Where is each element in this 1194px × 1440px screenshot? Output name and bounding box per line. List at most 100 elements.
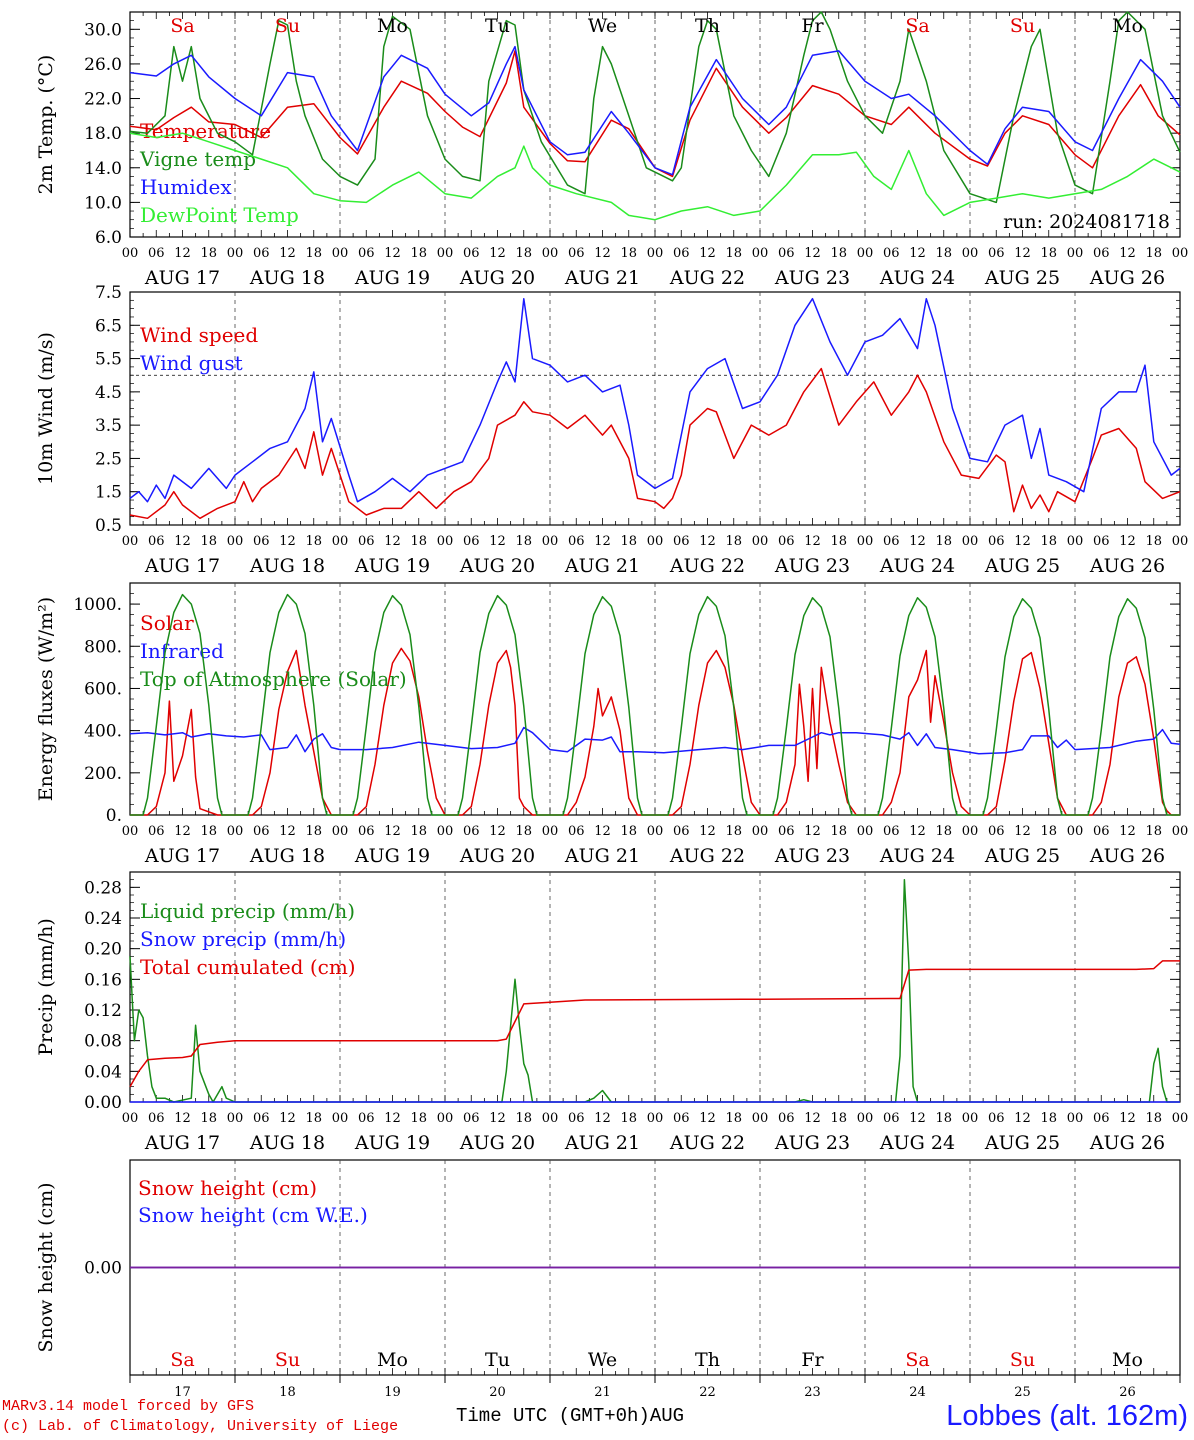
- hour-tick-label: 06: [883, 534, 900, 549]
- weekday-label: Mo: [377, 1349, 408, 1371]
- hour-tick-label: 18: [410, 1111, 427, 1126]
- hour-tick-label: 06: [883, 824, 900, 839]
- hour-tick-label: 06: [358, 534, 375, 549]
- day-label: AUG 17: [144, 845, 220, 867]
- hour-tick-label: 06: [253, 534, 270, 549]
- y-tick-label: 3.5: [95, 416, 122, 436]
- hour-tick-label: 06: [1093, 534, 1110, 549]
- day-label: AUG 17: [144, 267, 220, 289]
- hour-tick-label: 06: [988, 824, 1005, 839]
- day-label: AUG 26: [1089, 555, 1165, 577]
- hour-tick-label: 00: [1172, 824, 1189, 839]
- legend-entry: Temperature: [140, 119, 271, 143]
- legend-entry: Liquid precip (mm/h): [140, 899, 355, 923]
- hour-tick-label: 12: [174, 534, 191, 549]
- hour-tick-label: 18: [515, 534, 532, 549]
- y-axis-label: Precip (mm/h): [35, 918, 57, 1056]
- series-line-1-1: [129, 50, 1181, 178]
- hour-tick-label: 00: [332, 534, 349, 549]
- hour-tick-label: 06: [1093, 246, 1110, 261]
- hour-tick-label: 00: [647, 1111, 664, 1126]
- y-tick-label: 18.0: [84, 124, 122, 144]
- hour-tick-label: 06: [463, 534, 480, 549]
- hour-tick-label: 06: [358, 824, 375, 839]
- hour-tick-label: 12: [594, 534, 611, 549]
- hour-tick-label: 18: [305, 824, 322, 839]
- weekday-label: Fr: [801, 1349, 824, 1371]
- hour-tick-label: 18: [305, 534, 322, 549]
- hour-tick-label: 18: [725, 824, 742, 839]
- hour-tick-label: 00: [227, 534, 244, 549]
- legend-entry: Humidex: [140, 175, 232, 199]
- hour-tick-label: 06: [778, 246, 795, 261]
- day-label: AUG 19: [354, 1132, 430, 1154]
- run-annotation: run: 2024081718: [1003, 211, 1170, 233]
- day-label: AUG 22: [669, 267, 745, 289]
- hour-tick-label: 12: [699, 1111, 716, 1126]
- hour-tick-label: 12: [489, 246, 506, 261]
- hour-tick-label: 00: [437, 534, 454, 549]
- hour-tick-label: 06: [358, 246, 375, 261]
- hour-tick-label: 12: [1014, 534, 1031, 549]
- y-tick-label: 1.5: [95, 483, 122, 503]
- legend-entry: Top of Atmosphere (Solar): [140, 667, 407, 691]
- y-tick-label: 6.5: [95, 316, 122, 336]
- weekday-label: Su: [275, 1349, 300, 1371]
- hour-tick-label: 06: [568, 534, 585, 549]
- day-number: 21: [594, 1385, 611, 1400]
- hour-tick-label: 18: [200, 824, 217, 839]
- day-label: AUG 24: [879, 845, 955, 867]
- hour-tick-label: 12: [1119, 246, 1136, 261]
- legend-entry: Vigne temp: [139, 147, 256, 171]
- day-label: AUG 17: [144, 1132, 220, 1154]
- series-line-2-2: [129, 297, 1181, 503]
- hour-tick-label: 18: [200, 246, 217, 261]
- hour-tick-label: 12: [279, 824, 296, 839]
- hour-tick-label: 06: [463, 824, 480, 839]
- hour-tick-label: 12: [384, 824, 401, 839]
- day-label: AUG 20: [459, 845, 535, 867]
- hour-tick-label: 12: [279, 534, 296, 549]
- hour-tick-label: 12: [174, 824, 191, 839]
- hour-tick-label: 18: [200, 1111, 217, 1126]
- hour-tick-label: 18: [830, 824, 847, 839]
- hour-tick-label: 00: [122, 246, 139, 261]
- hour-tick-label: 18: [935, 246, 952, 261]
- hour-tick-label: 00: [1172, 534, 1189, 549]
- y-axis-label: 2m Temp. (°C): [35, 55, 57, 195]
- hour-tick-label: 06: [1093, 824, 1110, 839]
- day-label: AUG 24: [879, 1132, 955, 1154]
- hour-tick-label: 06: [883, 1111, 900, 1126]
- weekday-label: Fr: [801, 15, 824, 37]
- day-number: 23: [804, 1385, 821, 1400]
- hour-tick-label: 12: [489, 534, 506, 549]
- hour-tick-label: 18: [830, 1111, 847, 1126]
- day-label: AUG 18: [249, 845, 325, 867]
- hour-tick-label: 06: [568, 1111, 585, 1126]
- day-label: AUG 21: [564, 1132, 640, 1154]
- hour-tick-label: 00: [962, 246, 979, 261]
- hour-tick-label: 06: [253, 824, 270, 839]
- hour-tick-label: 12: [279, 246, 296, 261]
- legend-entry: Snow height (cm W.E.): [138, 1203, 368, 1227]
- hour-tick-label: 12: [1119, 824, 1136, 839]
- hour-tick-label: 06: [778, 824, 795, 839]
- weekday-label: Mo: [1112, 1349, 1143, 1371]
- series-line-3-1: [130, 647, 1180, 816]
- weekday-label: Sa: [905, 15, 929, 37]
- hour-tick-label: 00: [1172, 1111, 1189, 1126]
- y-tick-label: 0.00: [84, 1093, 122, 1113]
- day-label: AUG 23: [774, 555, 850, 577]
- day-label: AUG 19: [354, 555, 430, 577]
- day-label: AUG 21: [564, 555, 640, 577]
- day-label: AUG 23: [774, 845, 850, 867]
- day-label: AUG 19: [354, 267, 430, 289]
- weekday-label: Th: [695, 1349, 720, 1371]
- weekday-label: Sa: [905, 1349, 929, 1371]
- y-tick-label: 22.0: [84, 90, 122, 110]
- day-number: 25: [1014, 1385, 1031, 1400]
- hour-tick-label: 18: [830, 246, 847, 261]
- hour-tick-label: 12: [804, 824, 821, 839]
- station-label: Lobbes (alt. 162m): [946, 1400, 1188, 1432]
- day-label: AUG 19: [354, 845, 430, 867]
